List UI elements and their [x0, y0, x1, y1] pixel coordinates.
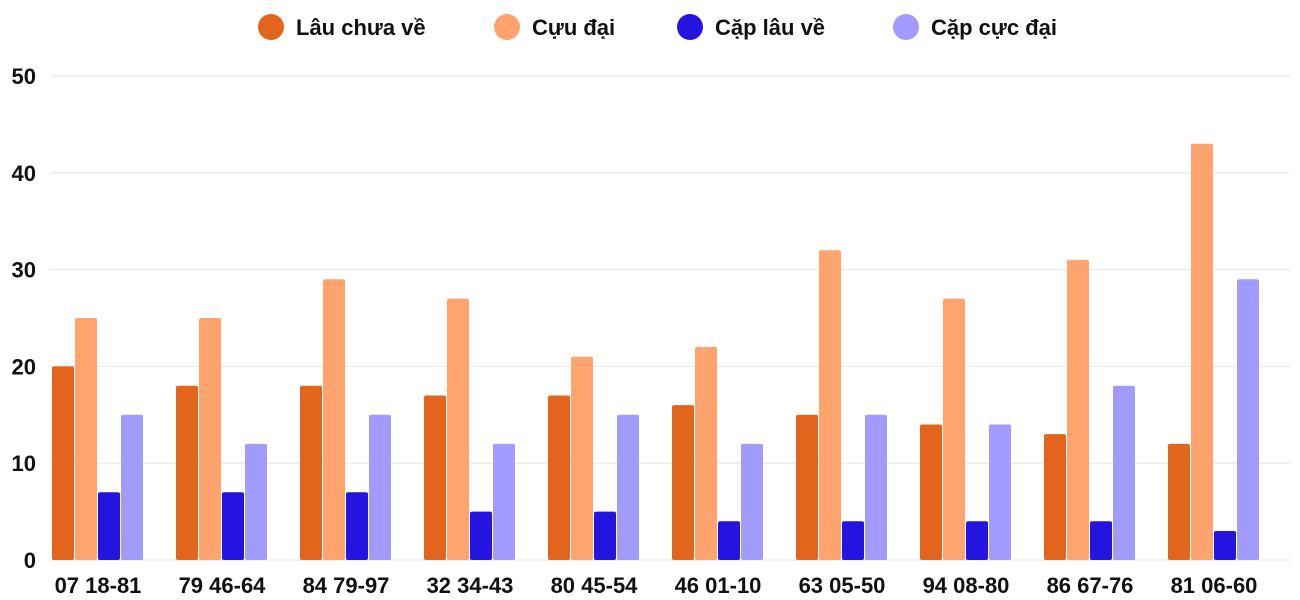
- bar-series-0-cat-5: [672, 405, 694, 560]
- legend-marker-3: [893, 14, 919, 40]
- bar-series-0-cat-7: [920, 424, 942, 560]
- bar-series-1-cat-2: [323, 279, 345, 560]
- bar-series-1-cat-1: [199, 318, 221, 560]
- x-tick-label: 80 45-54: [551, 573, 639, 598]
- bars: [52, 143, 1259, 561]
- bar-series-1-cat-7: [943, 298, 965, 560]
- bar-series-2-cat-5: [718, 521, 740, 560]
- bar-series-2-cat-6: [842, 521, 864, 560]
- y-tick-label: 50: [12, 64, 36, 89]
- bar-series-2-cat-4: [594, 511, 616, 560]
- bar-series-3-cat-9: [1237, 279, 1259, 560]
- bar-series-0-cat-4: [548, 395, 570, 560]
- bar-series-3-cat-0: [121, 414, 143, 560]
- bar-series-0-cat-2: [300, 385, 322, 560]
- legend-marker-1: [494, 14, 520, 40]
- y-tick-label: 0: [24, 548, 36, 573]
- bar-series-2-cat-1: [222, 492, 244, 560]
- legend-marker-2: [677, 14, 703, 40]
- bar-series-2-cat-9: [1214, 530, 1236, 560]
- x-tick-label: 86 67-76: [1047, 573, 1134, 598]
- y-tick-label: 30: [12, 258, 36, 283]
- bar-series-3-cat-8: [1113, 385, 1135, 560]
- bar-series-2-cat-2: [346, 492, 368, 560]
- bar-series-0-cat-8: [1044, 434, 1066, 560]
- x-tick-label: 84 79-97: [303, 573, 390, 598]
- bar-series-3-cat-3: [493, 443, 515, 560]
- legend-label-3: Cặp cực đại: [931, 15, 1057, 40]
- legend-label-1: Cựu đại: [532, 15, 615, 40]
- bar-series-0-cat-3: [424, 395, 446, 560]
- bar-series-1-cat-6: [819, 250, 841, 561]
- bar-series-0-cat-1: [176, 385, 198, 560]
- bar-series-2-cat-8: [1090, 521, 1112, 560]
- bar-series-2-cat-0: [98, 492, 120, 560]
- y-tick-label: 40: [12, 161, 36, 186]
- x-tick-label: 07 18-81: [55, 573, 142, 598]
- bar-series-1-cat-8: [1067, 259, 1089, 560]
- bar-series-2-cat-3: [470, 511, 492, 560]
- bar-series-1-cat-0: [75, 318, 97, 560]
- bar-series-0-cat-0: [52, 366, 74, 560]
- bar-series-2-cat-7: [966, 521, 988, 560]
- legend-marker-0: [258, 14, 284, 40]
- x-tick-label: 63 05-50: [799, 573, 886, 598]
- legend-label-0: Lâu chưa về: [296, 15, 426, 40]
- bar-series-0-cat-6: [796, 414, 818, 560]
- bar-series-1-cat-9: [1191, 143, 1213, 560]
- x-tick-label: 81 06-60: [1171, 573, 1258, 598]
- x-tick-label: 46 01-10: [675, 573, 762, 598]
- bar-series-0-cat-9: [1168, 443, 1190, 560]
- bar-series-3-cat-4: [617, 414, 639, 560]
- grid-layer: [50, 75, 1290, 561]
- legend-label-2: Cặp lâu về: [715, 15, 825, 40]
- legend: Lâu chưa về Cựu đại Cặp lâu về Cặp cực đại: [258, 14, 1057, 40]
- bar-series-3-cat-2: [369, 414, 391, 560]
- bar-series-3-cat-5: [741, 443, 763, 560]
- x-tick-label: 79 46-64: [179, 573, 267, 598]
- x-tick-label: 32 34-43: [427, 573, 514, 598]
- bar-series-3-cat-6: [865, 414, 887, 560]
- bar-series-1-cat-4: [571, 356, 593, 560]
- x-tick-label: 94 08-80: [923, 573, 1010, 598]
- y-tick-label: 10: [12, 451, 36, 476]
- y-axis-ticks: 0 10 20 30 40 50: [12, 64, 36, 573]
- bar-series-3-cat-7: [989, 424, 1011, 560]
- x-axis-ticks: 07 18-81 79 46-64 84 79-97 32 34-43 80 45-54…: [55, 573, 1258, 598]
- bar-series-1-cat-5: [695, 347, 717, 560]
- bar-series-3-cat-1: [245, 443, 267, 560]
- y-tick-label: 20: [12, 354, 36, 379]
- bar-series-1-cat-3: [447, 298, 469, 560]
